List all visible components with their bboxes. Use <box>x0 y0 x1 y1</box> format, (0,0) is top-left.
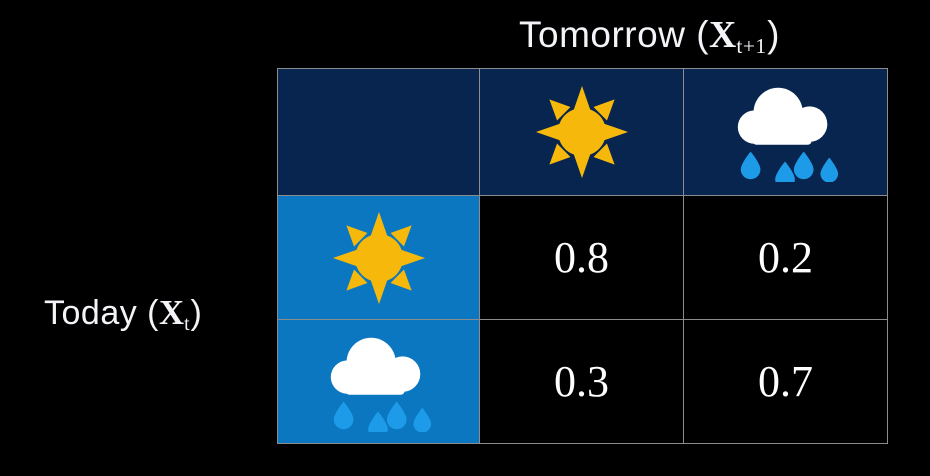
probability-cell-rainy-sunny: 0.3 <box>479 319 684 444</box>
table-header-row <box>277 68 888 196</box>
probability-cell-rainy-rainy: 0.7 <box>683 319 888 444</box>
column-header-rainy <box>683 68 888 196</box>
row-axis-close-paren: ) <box>190 294 203 332</box>
row-header-rainy <box>277 319 480 444</box>
probability-cell-sunny-sunny: 0.8 <box>479 195 684 320</box>
column-axis-subscript: t+1 <box>736 34 767 58</box>
rain-icon <box>684 69 887 195</box>
row-axis-variable: X <box>159 293 185 332</box>
column-axis-label: Tomorrow (Xt+1) <box>519 14 780 58</box>
column-header-sunny <box>479 68 684 196</box>
sun-icon <box>480 69 683 195</box>
transition-matrix-table: 0.8 0.2 <box>277 68 888 444</box>
probability-value: 0.7 <box>758 356 813 406</box>
column-axis-label-text: Tomorrow ( <box>519 14 710 55</box>
table-row: 0.3 0.7 <box>277 319 888 444</box>
row-axis-subscript: t <box>184 312 191 335</box>
probability-value: 0.2 <box>758 232 813 282</box>
column-axis-variable: X <box>709 14 737 56</box>
table-row: 0.8 0.2 <box>277 195 888 320</box>
row-axis-label: Today (Xt) <box>44 293 203 333</box>
corner-cell <box>277 68 480 196</box>
probability-cell-sunny-rainy: 0.2 <box>683 195 888 320</box>
row-axis-label-text: Today ( <box>44 294 159 332</box>
rain-icon <box>278 320 479 443</box>
row-header-sunny <box>277 195 480 320</box>
probability-value: 0.3 <box>554 356 609 406</box>
column-axis-close-paren: ) <box>767 14 780 55</box>
sun-icon <box>278 196 479 319</box>
probability-value: 0.8 <box>554 232 609 282</box>
